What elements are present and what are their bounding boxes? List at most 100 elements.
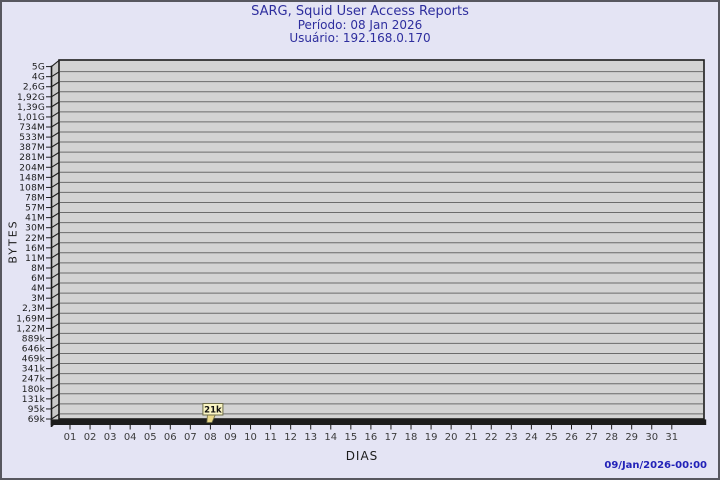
x-tick-label: 15 [344, 432, 357, 443]
x-tick-label: 01 [64, 432, 77, 443]
y-grid-connector [51, 171, 60, 178]
y-tick-label: 1,22M [16, 324, 45, 334]
y-tick-label: 889k [22, 334, 46, 344]
y-tick-label: 4G [32, 73, 45, 83]
y-tick-label: 131k [22, 395, 46, 405]
report-user: Usuário: 192.168.0.170 [289, 31, 431, 45]
x-tick-label: 02 [84, 432, 97, 443]
y-tick-label: 4M [31, 284, 45, 294]
y-tick-label: 533M [19, 133, 45, 143]
x-tick-label: 20 [445, 432, 458, 443]
x-tick-label: 03 [104, 432, 117, 443]
y-grid-connector [51, 222, 60, 229]
y-grid-connector [51, 342, 60, 349]
y-grid-connector [51, 201, 60, 209]
report-timestamp: 09/Jan/2026-00:00 [604, 460, 707, 471]
y-grid-connector [51, 322, 60, 329]
x-tick-label: 12 [284, 432, 297, 443]
y-grid-connector [51, 262, 60, 269]
y-grid-connector [51, 403, 60, 410]
y-grid-connector [51, 413, 60, 420]
x-tick-label: 27 [585, 432, 598, 443]
x-tick-label: 13 [304, 432, 317, 443]
y-grid-connector [51, 383, 60, 390]
x-tick-label: 29 [625, 432, 638, 443]
y-grid-connector [51, 212, 60, 219]
x-tick-label: 21 [465, 432, 478, 443]
x-tick-label: 17 [385, 432, 398, 443]
x-tick-label: 05 [144, 432, 157, 443]
x-tick-label: 30 [645, 432, 658, 443]
y-tick-label: 11M [25, 254, 45, 264]
y-tick-label: 3M [31, 294, 45, 304]
y-grid-connector [51, 302, 60, 309]
y-grid-connector [51, 81, 60, 88]
x-tick-label: 31 [665, 432, 678, 443]
y-tick-label: 8M [31, 264, 45, 274]
y-tick-label: 387M [19, 143, 45, 153]
y-grid-connector [51, 393, 60, 400]
x-tick-label: 10 [244, 432, 257, 443]
y-tick-label: 22M [25, 234, 45, 244]
x-tick-label: 18 [405, 432, 418, 443]
y-tick-label: 1,69M [16, 314, 45, 324]
data-point-tag [202, 403, 224, 416]
x-tick-label: 11 [264, 432, 277, 443]
y-grid-connector [51, 111, 60, 118]
y-tick-label: 1,01G [17, 113, 45, 123]
y-grid-connector [51, 353, 60, 360]
y-grid-connector [51, 91, 60, 98]
y-grid-connector [51, 101, 60, 108]
y-grid-connector [51, 292, 60, 299]
plot-area [58, 59, 705, 420]
x-tick-label: 22 [485, 432, 498, 443]
y-tick-label: 16M [25, 244, 45, 254]
y-grid-connector [51, 121, 60, 128]
y-tick-label: 2,3M [22, 304, 45, 314]
y-grid-connector [51, 332, 60, 339]
y-tick-label: 1,39G [17, 103, 45, 113]
y-grid-connector [51, 242, 60, 249]
data-point-tag-label: 21k [204, 406, 222, 416]
report-period: Período: 08 Jan 2026 [297, 18, 423, 32]
y-tick-label: 341k [22, 365, 46, 375]
y-grid-connector [51, 181, 60, 188]
y-grid-connector [51, 282, 60, 289]
x-tick-label: 16 [365, 432, 378, 443]
y-tick-label: 646k [22, 345, 46, 355]
y-tick-label: 2,6G [23, 83, 45, 93]
x-axis-bar [50, 419, 707, 425]
y-tick-label: 108M [19, 183, 45, 193]
x-tick-label: 23 [505, 432, 518, 443]
y-tick-label: 180k [22, 385, 46, 395]
y-grid-connector [51, 363, 60, 370]
y-tick-label: 95k [28, 405, 46, 415]
y-tick-label: 41M [25, 214, 45, 224]
y-grid-connector [51, 232, 60, 239]
y-tick-label: 148M [19, 173, 45, 183]
y-tick-label: 5G [32, 63, 45, 73]
y-grid-connector [51, 131, 60, 138]
x-axis-title: DIAS [345, 449, 379, 463]
y-grid-connector [51, 252, 60, 259]
y-grid-connector [51, 312, 60, 319]
y-grid-connector [51, 59, 60, 68]
x-tick-label: 06 [164, 432, 177, 443]
y-tick-label: 469k [22, 355, 46, 365]
y-tick-label: 247k [22, 375, 46, 385]
y-tick-label: 57M [25, 204, 45, 214]
y-tick-label: 734M [19, 123, 45, 133]
y-tick-label: 78M [25, 193, 45, 203]
x-tick-label: 28 [605, 432, 618, 443]
y-grid-connector [51, 161, 60, 168]
y-tick-label: 1,92G [17, 93, 45, 103]
x-tick-label: 07 [184, 432, 197, 443]
y-grid-connector [51, 191, 60, 198]
y-axis-title: BYTES [6, 219, 20, 264]
x-tick-label: 19 [425, 432, 438, 443]
y-grid-connector [51, 151, 60, 158]
x-tick-label: 09 [224, 432, 237, 443]
y-grid-connector [51, 272, 60, 279]
